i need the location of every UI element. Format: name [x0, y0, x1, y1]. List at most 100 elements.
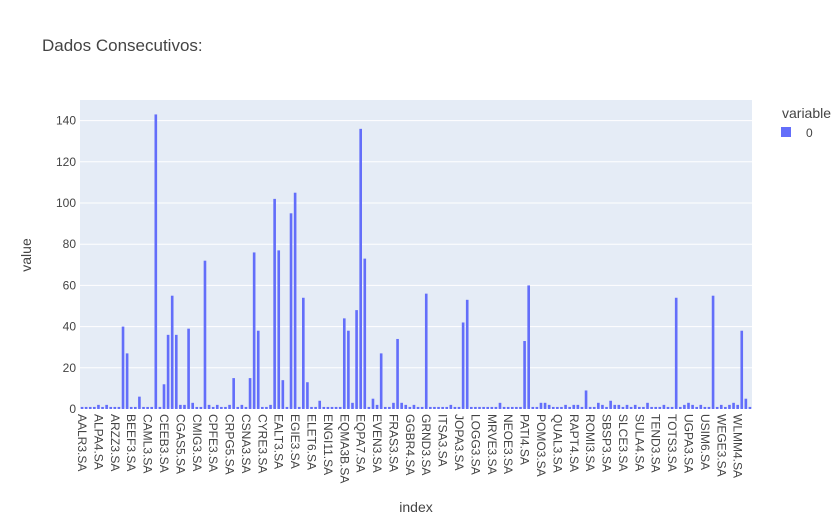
legend-title: variable [782, 105, 831, 121]
bar [174, 334, 178, 409]
x-tick-label: RAPT4.SA [567, 414, 581, 472]
bar [572, 404, 576, 409]
bar [465, 299, 469, 409]
x-tick-label: NEOE3.SA [501, 414, 515, 474]
bar [371, 398, 375, 409]
bar [93, 406, 96, 409]
bar [277, 250, 281, 409]
x-tick-label: CSNA3.SA [239, 414, 253, 473]
bar [363, 258, 367, 409]
legend-label: 0 [806, 126, 813, 140]
bar [375, 404, 379, 409]
x-tick-label: CEEB3.SA [157, 414, 171, 473]
bar [166, 334, 170, 409]
y-tick-label: 0 [69, 402, 76, 416]
bar [519, 406, 522, 409]
x-tick-label: TOTS3.SA [665, 414, 679, 472]
bar [449, 404, 453, 409]
bar [646, 402, 649, 409]
bar [601, 404, 604, 409]
bar [244, 406, 248, 409]
bar [625, 404, 629, 409]
bar [117, 406, 121, 409]
bar [629, 406, 633, 409]
bar [724, 406, 727, 409]
bar [412, 404, 416, 409]
bar [396, 338, 399, 409]
bar [334, 406, 338, 409]
x-tick-label: POMO3.SA [534, 414, 548, 477]
bar [113, 406, 117, 409]
x-axis-label: index [399, 499, 432, 515]
bar [248, 378, 252, 409]
bar [580, 406, 584, 409]
bar [236, 406, 240, 409]
bar [523, 341, 526, 409]
bar [224, 406, 227, 409]
bar [613, 404, 617, 409]
bar [429, 406, 432, 409]
bar [482, 406, 485, 409]
bar [474, 406, 477, 409]
bar [252, 252, 256, 409]
bar [261, 406, 264, 409]
bar [121, 326, 125, 409]
bar [527, 285, 530, 409]
x-tick-label: SBSP3.SA [600, 414, 614, 472]
bar [441, 406, 444, 409]
bar [584, 390, 588, 409]
bar [125, 353, 129, 409]
bar [134, 406, 137, 409]
bar [109, 406, 113, 409]
bar [691, 404, 694, 409]
bar [609, 400, 612, 409]
bar [719, 404, 723, 409]
bar [617, 404, 621, 409]
bar [576, 404, 580, 409]
bar [273, 198, 276, 409]
bar [433, 406, 436, 409]
bar [498, 402, 502, 409]
bar [400, 402, 403, 409]
bar [506, 406, 510, 409]
bar [383, 406, 387, 409]
x-tick-label: ITSA3.SA [436, 414, 450, 467]
legend-swatch [781, 127, 791, 137]
bar [162, 384, 166, 409]
bar [293, 192, 297, 409]
bar [695, 406, 698, 409]
x-tick-label: GRND3.SA [419, 414, 433, 475]
x-tick-label: EQMA3B.SA [337, 414, 351, 483]
bar [183, 404, 186, 409]
x-tick-label: GGBR4.SA [403, 414, 417, 475]
bar [314, 406, 317, 409]
x-tick-label: TEND3.SA [649, 414, 663, 473]
x-tick-label: ENGI11.SA [321, 414, 335, 475]
bar [265, 406, 268, 409]
bar [203, 260, 207, 409]
bar [318, 400, 322, 409]
bar [494, 406, 498, 409]
bar [674, 297, 678, 409]
bar [330, 406, 334, 409]
bar [728, 404, 731, 409]
x-tick-label: ROMI3.SA [583, 414, 597, 471]
bar [744, 398, 748, 409]
bar [347, 330, 350, 409]
y-tick-label: 80 [63, 237, 77, 251]
x-tick-label: SULA4.SA [632, 414, 646, 471]
bar [556, 406, 559, 409]
x-tick-label: EVEN3.SA [370, 414, 384, 473]
bar [392, 402, 395, 409]
x-tick-label: CAML3.SA [141, 414, 155, 473]
y-tick-label: 100 [56, 196, 76, 210]
bar [502, 406, 506, 409]
bar [302, 297, 305, 409]
x-tick-label: CMIG3.SA [190, 414, 204, 471]
bar [539, 402, 543, 409]
bar [683, 404, 686, 409]
x-tick-label: CPFE3.SA [206, 414, 220, 472]
bar [191, 402, 194, 409]
bar [367, 406, 371, 409]
